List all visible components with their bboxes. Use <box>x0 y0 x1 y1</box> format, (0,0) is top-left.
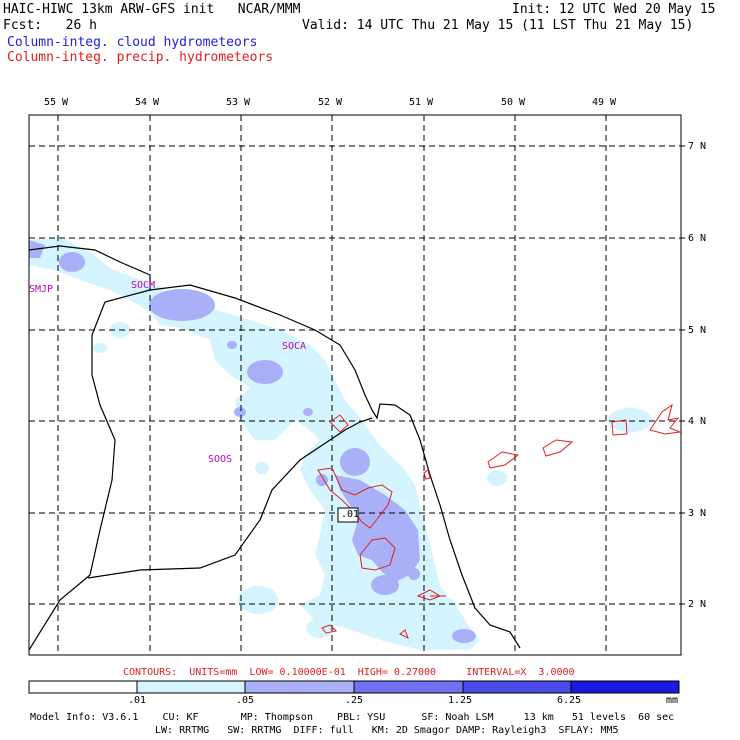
init-time: Init: 12 UTC Wed 20 May 15 <box>512 2 716 17</box>
station-soos: SOOS <box>208 454 233 465</box>
lon-label-49w: 49 W <box>592 97 617 108</box>
colorbar <box>28 680 680 694</box>
colorbar-tick-4: 6.25 <box>557 695 582 706</box>
legend-precip: Column-integ. precip. hydrometeors <box>7 50 274 65</box>
graticule <box>29 115 681 655</box>
lon-label-52w: 52 W <box>318 97 343 108</box>
plot-title: HAIC-HIWC 13km ARW-GFS init NCAR/MMM <box>3 2 301 17</box>
model-info-line1: Model Info: V3.6.1 CU: KF MP: Thompson P… <box>30 712 675 723</box>
lat-label-4n: 4 N <box>688 416 707 427</box>
station-soca: SOCA <box>282 341 307 352</box>
lat-label-7n: 7 N <box>688 141 707 152</box>
station-smjp: SMJP <box>29 284 54 295</box>
model-info-line2: LW: RRTMG SW: RRTMG DIFF: full KM: 2D Sm… <box>155 725 619 736</box>
contours-info: CONTOURS: UNITS=mm LOW= 0.10000E-01 HIGH… <box>123 667 575 678</box>
contour-label-box <box>337 507 359 523</box>
colorbar-units: mm <box>666 695 679 706</box>
lat-label-5n: 5 N <box>688 325 707 336</box>
colorbar-tick-3: 1.25 <box>448 695 473 706</box>
valid-time: Valid: 14 UTC Thu 21 May 15 (11 LST Thu … <box>302 18 694 33</box>
lon-label-50w: 50 W <box>501 97 526 108</box>
colorbar-tick-1: .05 <box>236 695 255 706</box>
coastline <box>29 245 521 651</box>
contour-value-label: .01 <box>341 509 360 520</box>
hydrometeor-shading <box>29 115 681 655</box>
colorbar-tick-2: .25 <box>345 695 364 706</box>
lat-label-6n: 6 N <box>688 233 707 244</box>
lat-label-3n: 3 N <box>688 508 707 519</box>
map-frame <box>28 114 682 656</box>
legend-cloud: Column-integ. cloud hydrometeors <box>7 35 258 50</box>
lon-label-54w: 54 W <box>135 97 160 108</box>
lon-label-51w: 51 W <box>409 97 434 108</box>
lon-label-53w: 53 W <box>226 97 251 108</box>
lat-label-2n: 2 N <box>688 599 707 610</box>
precip-contours <box>317 403 681 640</box>
station-socm: SOCM <box>131 280 156 291</box>
colorbar-tick-0: .01 <box>128 695 147 706</box>
lon-label-55w: 55 W <box>44 97 69 108</box>
forecast-hour: Fcst: 26 h <box>3 18 97 33</box>
